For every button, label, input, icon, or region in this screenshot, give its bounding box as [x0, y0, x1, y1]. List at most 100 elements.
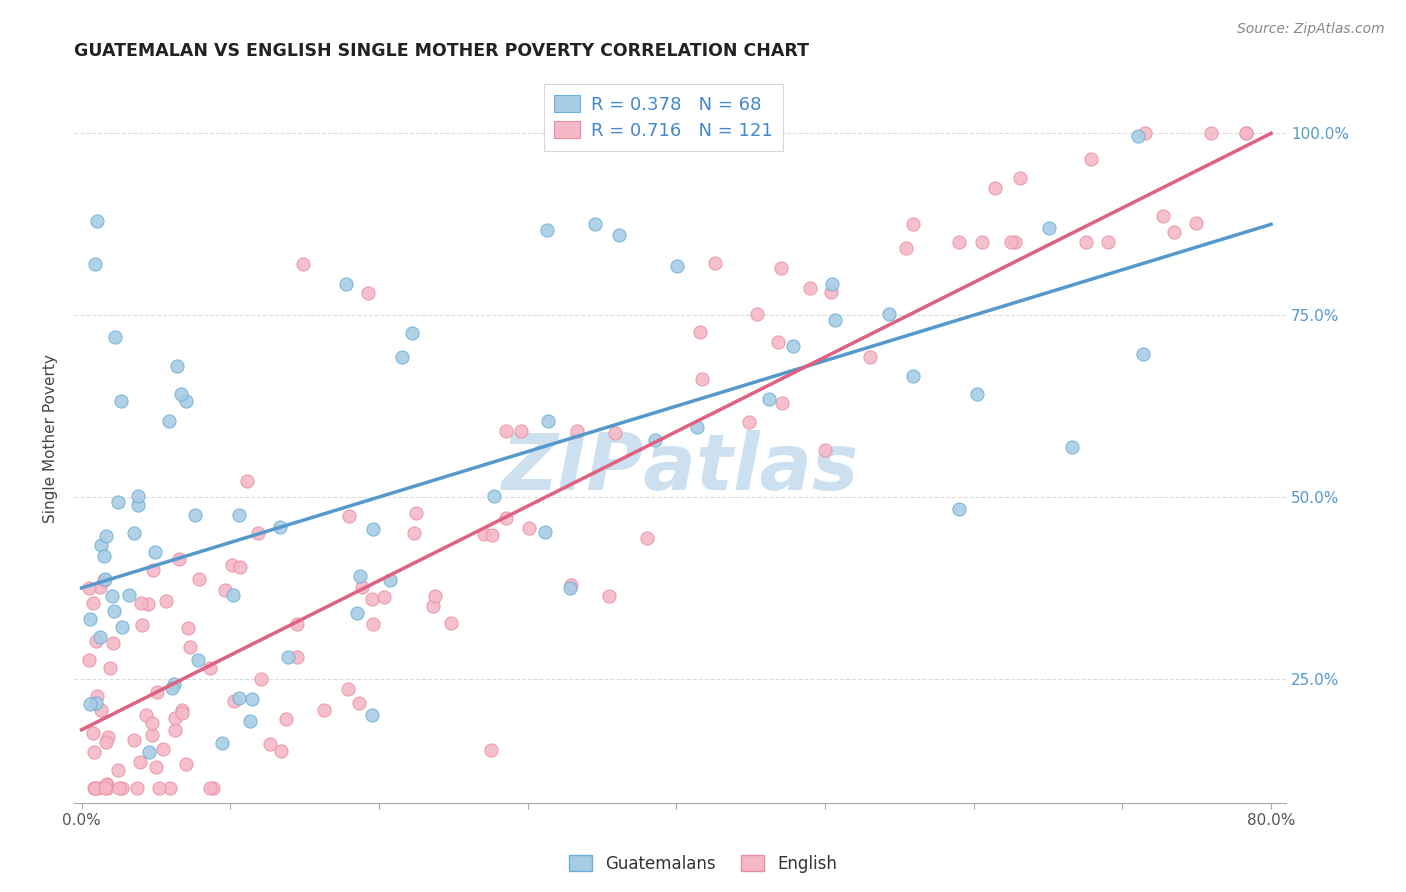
- Point: [1128, 128, 1150, 143]
- Point: [903, 217, 925, 231]
- Point: [79, 697, 101, 711]
- Point: [479, 743, 502, 757]
- Point: [686, 419, 709, 434]
- Point: [100, 590, 122, 604]
- Point: [509, 424, 531, 438]
- Point: [495, 511, 517, 525]
- Point: [352, 580, 374, 594]
- Point: [228, 508, 250, 523]
- Point: [184, 508, 207, 523]
- Point: [177, 621, 200, 635]
- Point: [391, 351, 413, 365]
- Point: [1060, 440, 1083, 454]
- Point: [221, 558, 243, 573]
- Point: [90, 703, 112, 717]
- Point: [472, 527, 495, 541]
- Point: [211, 736, 233, 750]
- Point: [948, 235, 970, 250]
- Point: [127, 489, 149, 503]
- Point: [636, 531, 658, 545]
- Point: [607, 228, 630, 243]
- Point: [200, 780, 222, 795]
- Point: [77, 581, 100, 595]
- Point: [274, 712, 297, 726]
- Point: [159, 780, 181, 795]
- Point: [170, 387, 193, 401]
- Point: [83, 780, 105, 795]
- Point: [235, 475, 257, 489]
- Point: [1097, 235, 1119, 250]
- Point: [277, 650, 299, 665]
- Point: [152, 742, 174, 756]
- Point: [249, 673, 271, 687]
- Point: [558, 581, 581, 595]
- Point: [285, 616, 308, 631]
- Point: [84, 780, 107, 795]
- Point: [179, 640, 201, 654]
- Point: [94, 778, 117, 792]
- Point: [405, 506, 427, 520]
- Point: [142, 562, 165, 576]
- Point: [87, 780, 110, 795]
- Point: [1000, 235, 1022, 250]
- Point: [103, 330, 125, 344]
- Point: [93, 780, 115, 795]
- Point: [768, 335, 790, 350]
- Point: [86, 689, 108, 703]
- Point: [163, 723, 186, 737]
- Point: [820, 277, 842, 292]
- Point: [770, 396, 793, 410]
- Point: [481, 528, 503, 542]
- Point: [174, 393, 197, 408]
- Point: [77, 652, 100, 666]
- Point: [84, 257, 107, 271]
- Point: [984, 181, 1007, 195]
- Point: [141, 715, 163, 730]
- Point: [163, 711, 186, 725]
- Point: [537, 414, 560, 428]
- Point: [174, 757, 197, 772]
- Point: [689, 325, 711, 339]
- Point: [291, 257, 314, 271]
- Point: [517, 521, 540, 535]
- Point: [170, 703, 193, 717]
- Point: [346, 606, 368, 620]
- Point: [143, 545, 166, 559]
- Point: [1234, 127, 1257, 141]
- Point: [361, 592, 384, 607]
- Point: [1133, 127, 1156, 141]
- Point: [98, 661, 121, 675]
- Point: [118, 588, 141, 602]
- Point: [859, 350, 882, 364]
- Point: [125, 780, 148, 795]
- Point: [799, 281, 821, 295]
- Point: [89, 630, 111, 644]
- Point: [84, 633, 107, 648]
- Point: [90, 538, 112, 552]
- Point: [83, 745, 105, 759]
- Point: [440, 615, 463, 630]
- Point: [169, 552, 191, 566]
- Point: [96, 735, 118, 749]
- Point: [146, 685, 169, 699]
- Point: [198, 661, 221, 675]
- Point: [312, 703, 335, 717]
- Point: [1080, 152, 1102, 166]
- Point: [160, 681, 183, 695]
- Point: [222, 588, 245, 602]
- Point: [186, 653, 208, 667]
- Legend: Guatemalans, English: Guatemalans, English: [562, 848, 844, 880]
- Point: [361, 708, 384, 723]
- Point: [141, 728, 163, 742]
- Point: [357, 286, 380, 301]
- Point: [879, 307, 901, 321]
- Point: [901, 369, 924, 384]
- Point: [894, 241, 917, 255]
- Point: [603, 426, 626, 441]
- Point: [172, 706, 194, 720]
- Point: [534, 524, 557, 539]
- Point: [122, 526, 145, 541]
- Text: Source: ZipAtlas.com: Source: ZipAtlas.com: [1237, 22, 1385, 37]
- Point: [1008, 171, 1031, 186]
- Point: [162, 677, 184, 691]
